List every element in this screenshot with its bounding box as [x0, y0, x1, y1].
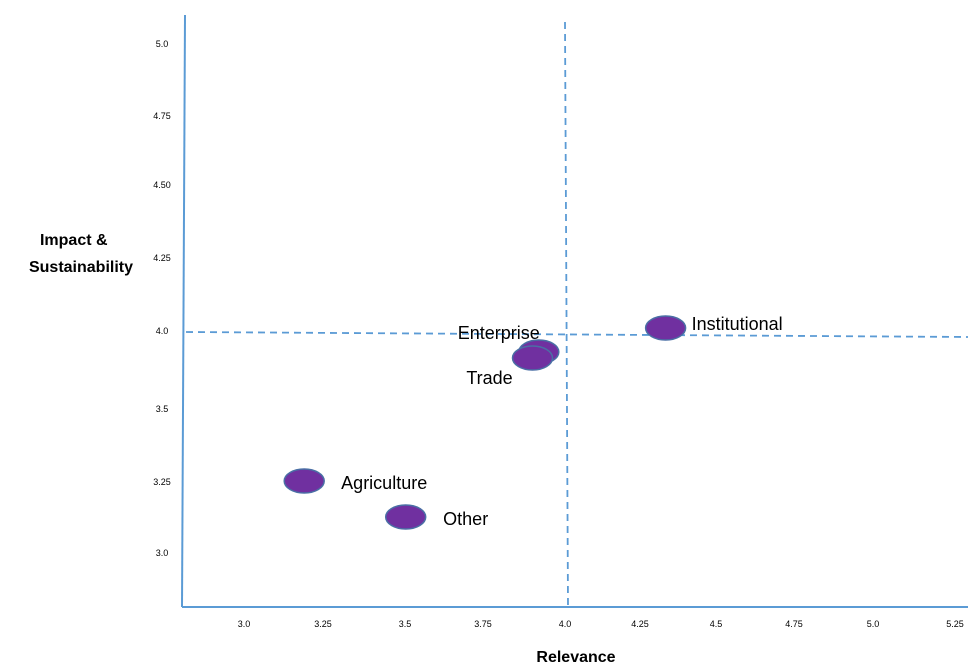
y-axis-line	[181, 14, 186, 608]
data-point-institutional	[644, 315, 687, 341]
data-point-agriculture	[283, 468, 325, 494]
data-point-other	[384, 504, 427, 530]
x-tick-label: 3.75	[474, 619, 492, 629]
point-label-institutional: Institutional	[692, 314, 783, 334]
y-axis-title-line-2: Sustainability	[29, 259, 133, 276]
y-tick-label: 4.0	[156, 326, 169, 336]
y-tick-label: 3.25	[153, 477, 171, 487]
y-tick-label: 5.0	[156, 39, 169, 49]
y-axis-title-line-1: Impact &	[40, 232, 108, 249]
point-label-other: Other	[443, 509, 488, 529]
x-tick-label: 5.0	[867, 619, 880, 629]
x-tick-label: 3.0	[238, 619, 251, 629]
x-tick-label: 3.5	[399, 619, 412, 629]
y-tick-labels: 5.0 4.75 4.50 4.25 4.0 3.5 3.25 3.0	[153, 39, 171, 558]
x-tick-label: 4.0	[559, 619, 572, 629]
x-tick-label: 4.25	[631, 619, 649, 629]
point-labels: Institutional Enterprise Trade Agriculture O…	[341, 314, 782, 529]
x-tick-label: 4.5	[710, 619, 723, 629]
y-tick-label: 4.25	[153, 253, 171, 263]
point-label-agriculture: Agriculture	[341, 473, 427, 493]
y-tick-label: 4.50	[153, 180, 171, 190]
y-tick-label: 3.0	[156, 548, 169, 558]
x-axis-title: Relevance	[536, 649, 615, 664]
data-points	[283, 315, 687, 530]
y-tick-label: 4.75	[153, 111, 171, 121]
data-point-trade	[511, 345, 554, 371]
vertical-reference-line	[564, 21, 569, 608]
y-tick-label: 3.5	[156, 404, 169, 414]
x-tick-label: 3.25	[314, 619, 332, 629]
x-tick-label: 5.25	[946, 619, 964, 629]
chart-axes	[181, 14, 968, 608]
point-label-enterprise: Enterprise	[458, 323, 540, 343]
point-label-trade: Trade	[466, 368, 512, 388]
x-tick-label: 4.75	[785, 619, 803, 629]
y-axis-title: Impact & Sustainability	[29, 232, 133, 276]
horizontal-reference-line	[185, 331, 968, 338]
x-tick-labels: 3.0 3.25 3.5 3.75 4.0 4.25 4.5 4.75 5.0 5.25	[238, 619, 964, 629]
